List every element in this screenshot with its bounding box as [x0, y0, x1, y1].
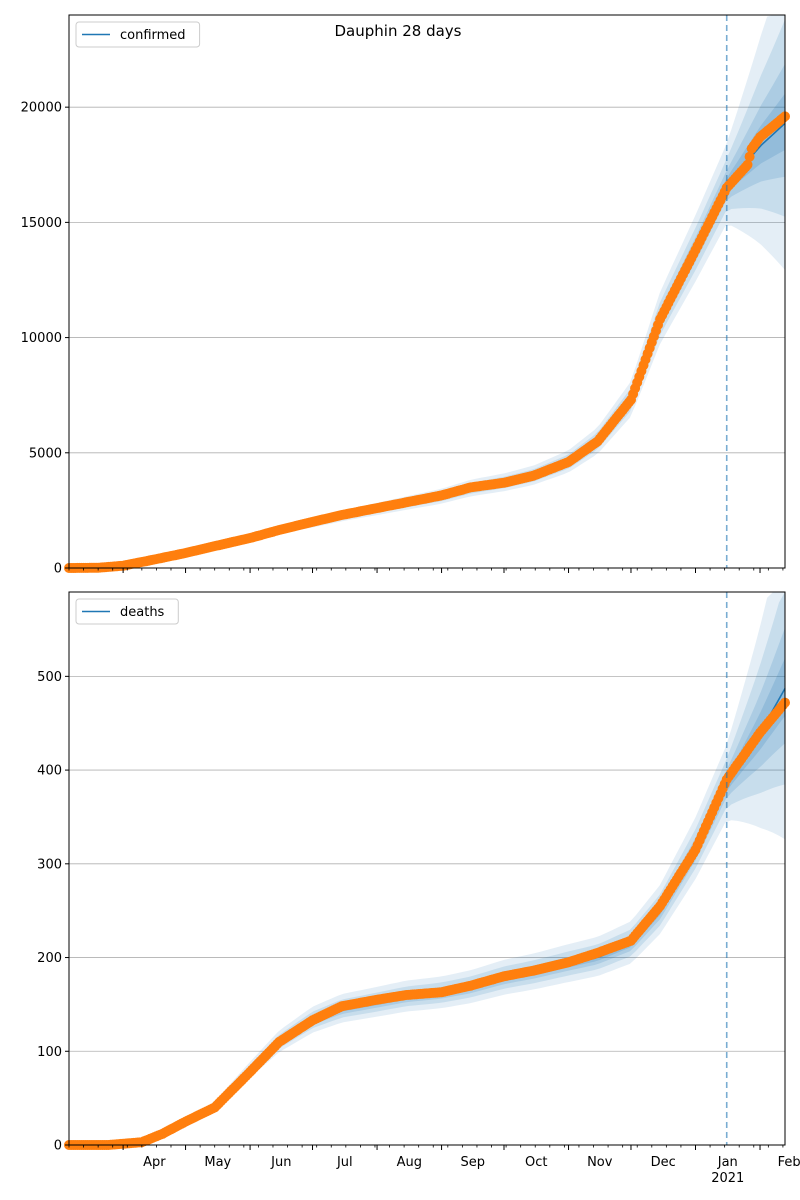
x-tick-label: Sep: [461, 1155, 486, 1170]
x-tick-label: Oct: [525, 1155, 547, 1170]
series-line-deaths: [69, 688, 786, 1146]
axes-frame: [68, 14, 786, 569]
y-tick-label: 20000: [21, 101, 62, 116]
y-tick-label: 500: [37, 670, 62, 685]
x-year-label: 2021: [711, 1171, 744, 1186]
y-tick-label: 100: [37, 1045, 62, 1060]
figure-title: Dauphin 28 days: [335, 22, 462, 40]
legend: deaths: [75, 598, 179, 625]
legend-label: confirmed: [120, 28, 186, 43]
y-tick-label: 10000: [21, 331, 62, 346]
x-tick-label: Nov: [587, 1155, 613, 1170]
confirmed-panel: 0 5000 10000 15000 20000 confirmed: [21, 14, 790, 577]
x-tick-label: Jan: [717, 1155, 738, 1170]
x-tick-label: Jun: [270, 1155, 291, 1170]
x-tick-label: Jul: [336, 1155, 353, 1170]
y-tick-label: 0: [54, 1139, 62, 1154]
y-tick-label: 200: [37, 951, 62, 966]
observed-point: [744, 151, 755, 162]
observed-point: [742, 159, 753, 170]
y-tick-label: 0: [54, 562, 62, 577]
x-tick-label: Feb: [778, 1155, 800, 1170]
y-tick-label: 300: [37, 857, 62, 872]
y-tick-label: 400: [37, 764, 62, 779]
uncertainty-band: [69, 592, 785, 1145]
deaths-panel: 0 100 200 300 400 500 Apr May Jun Jul Aug Sep Oct Nov…: [37, 591, 800, 1186]
x-tick-label: Apr: [143, 1155, 166, 1170]
legend-box: [75, 598, 179, 625]
legend: confirmed: [75, 21, 201, 48]
legend-label: deaths: [120, 605, 165, 620]
x-tick-label: May: [204, 1155, 231, 1170]
legend-box: [75, 21, 201, 48]
x-tick-label: Aug: [397, 1155, 422, 1170]
y-tick-label: 5000: [29, 446, 62, 461]
axes-frame: [68, 591, 786, 1146]
y-tick-label: 15000: [21, 216, 62, 231]
x-tick-label: Dec: [651, 1155, 676, 1170]
